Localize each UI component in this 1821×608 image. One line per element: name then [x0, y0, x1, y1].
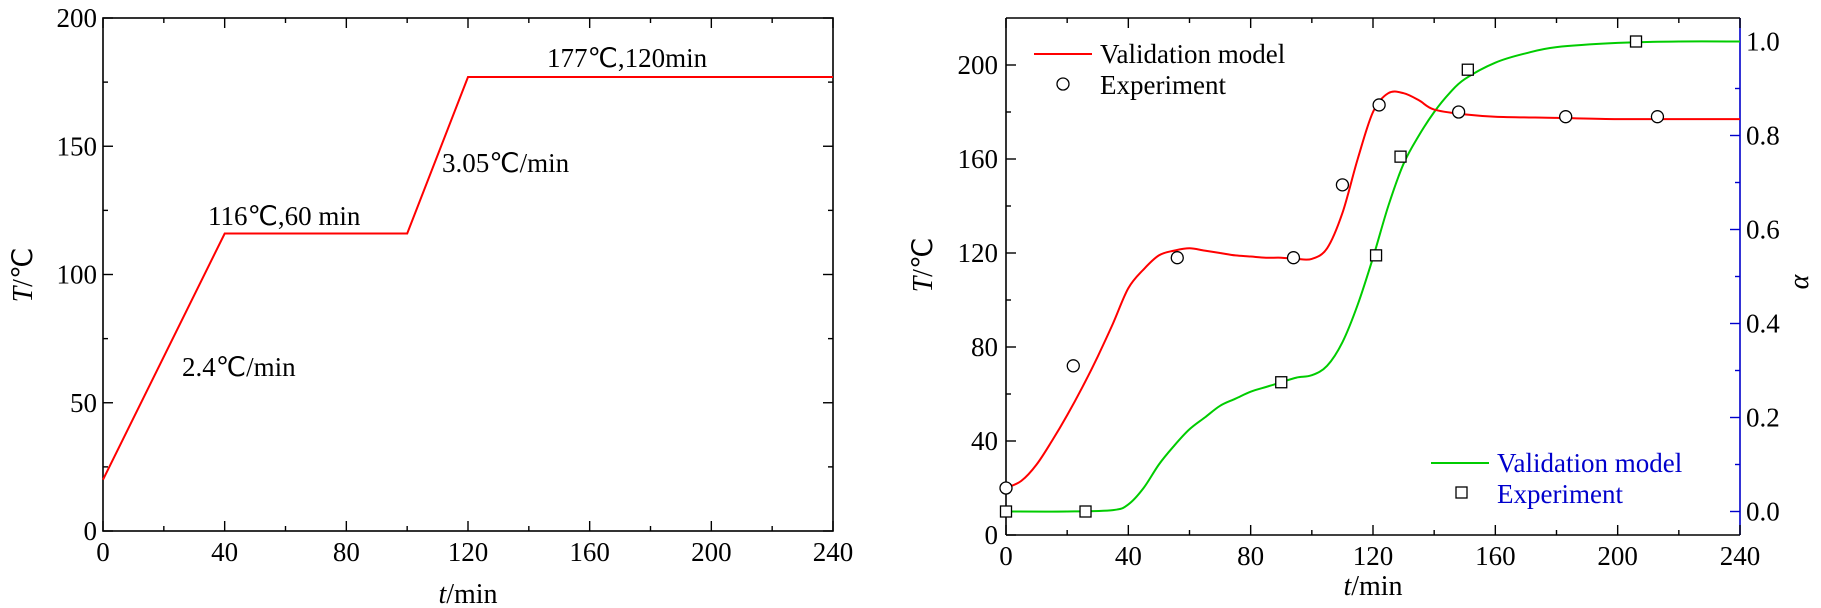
right-x-tick-label: 40 — [1115, 541, 1142, 571]
left-temperature-profile-line — [102, 76, 833, 481]
right-y-tick-label: 200 — [958, 50, 999, 80]
legend-alpha-experiment-marker — [1455, 486, 1468, 499]
left-y-tick-label: 150 — [57, 131, 98, 161]
legend-temperature: Validation model Experiment — [1034, 39, 1285, 100]
right-y-tick-label: 160 — [958, 144, 999, 174]
alpha-experiment-point — [999, 505, 1013, 518]
temperature-experiment-point — [1650, 110, 1665, 124]
right-series — [999, 35, 1741, 518]
right-x-ticks: 0 40 80 120 160 200 240 — [999, 18, 1760, 571]
temperature-model-line — [1005, 90, 1740, 489]
right-y-tick-label: 0 — [985, 520, 999, 550]
left-annotation-hold1: 116℃,60 min — [208, 201, 361, 231]
left-x-tick-label: 0 — [96, 537, 110, 567]
right-x-tick-label: 80 — [1237, 541, 1264, 571]
temperature-experiment-point — [1335, 178, 1350, 192]
legend-temperature-experiment-marker — [1056, 77, 1070, 91]
right-alpha-tick-label: 0.6 — [1746, 215, 1780, 245]
left-annotation-ramp1: 2.4℃/min — [182, 352, 296, 382]
right-alpha-ticks: 0.0 0.2 0.4 0.6 0.8 1.0 — [1730, 27, 1780, 527]
temperature-experiment-point — [1559, 110, 1573, 124]
legend-alpha-model-label: Validation model — [1497, 448, 1682, 478]
alpha-model-line — [1005, 40, 1741, 513]
right-y-ticks: 0 40 80 120 160 200 — [958, 50, 1016, 550]
left-y-tick-label: 100 — [57, 260, 98, 290]
left-y-tick-label: 0 — [84, 516, 98, 546]
left-y-tick-label: 50 — [70, 388, 97, 418]
right-y-tick-label: 120 — [958, 238, 999, 268]
legend-temperature-model-label: Validation model — [1100, 39, 1285, 69]
left-plot-frame — [102, 17, 834, 532]
alpha-experiment-point — [1461, 63, 1474, 76]
right-x-axis-label: t/min — [1343, 571, 1402, 602]
left-annotation-hold2: 177℃,120min — [547, 43, 708, 73]
right-x-tick-label: 0 — [999, 541, 1013, 571]
right-x-tick-label: 240 — [1720, 541, 1761, 571]
left-x-tick-label: 240 — [813, 537, 854, 567]
left-x-tick-label: 200 — [691, 537, 732, 567]
alpha-experiment-point — [1079, 505, 1092, 518]
right-y-tick-label: 40 — [971, 426, 998, 456]
left-y-tick-label: 200 — [57, 3, 98, 33]
alpha-experiment-point — [1275, 376, 1288, 389]
alpha-experiment-point — [1369, 249, 1383, 262]
right-alpha-tick-label: 0.0 — [1746, 497, 1780, 527]
left-x-ticks: 0 40 80 120 160 200 240 — [96, 18, 853, 567]
right-x-tick-label: 120 — [1353, 541, 1394, 571]
left-series — [102, 76, 833, 481]
temperature-experiment-point — [1066, 359, 1080, 373]
right-alpha-axis-label: α — [1784, 273, 1815, 289]
alpha-experiment-point — [1629, 35, 1643, 48]
right-alpha-tick-label: 0.2 — [1746, 403, 1780, 433]
left-x-tick-label: 120 — [448, 537, 489, 567]
right-x-tick-label: 160 — [1475, 541, 1516, 571]
right-alpha-tick-label: 0.4 — [1746, 309, 1780, 339]
left-y-axis-label: T/℃ — [8, 248, 39, 303]
temperature-experiment-point — [1372, 98, 1386, 112]
right-y-axis-label: T/℃ — [908, 238, 939, 293]
legend-alpha-experiment-label: Experiment — [1497, 479, 1623, 509]
temperature-experiment-point — [1451, 105, 1466, 119]
alpha-experiment-point — [1394, 150, 1407, 163]
left-annotation-ramp2: 3.05℃/min — [442, 148, 570, 178]
left-x-axis-label: t/min — [438, 579, 497, 608]
right-x-tick-label: 200 — [1597, 541, 1638, 571]
legend-temperature-experiment-label: Experiment — [1100, 70, 1226, 100]
temperature-experiment-point — [1286, 251, 1301, 265]
right-alpha-tick-label: 0.8 — [1746, 121, 1780, 151]
temperature-experiment-point — [1170, 251, 1184, 265]
left-x-tick-label: 80 — [333, 537, 360, 567]
legend-alpha: Validation model Experiment — [1431, 448, 1682, 509]
left-x-tick-label: 40 — [211, 537, 238, 567]
right-alpha-tick-label: 1.0 — [1746, 27, 1780, 57]
left-x-tick-label: 160 — [569, 537, 610, 567]
right-y-tick-label: 80 — [971, 332, 998, 362]
left-y-ticks: 0 50 100 150 200 — [57, 3, 833, 546]
temperature-experiment-point — [999, 481, 1013, 495]
